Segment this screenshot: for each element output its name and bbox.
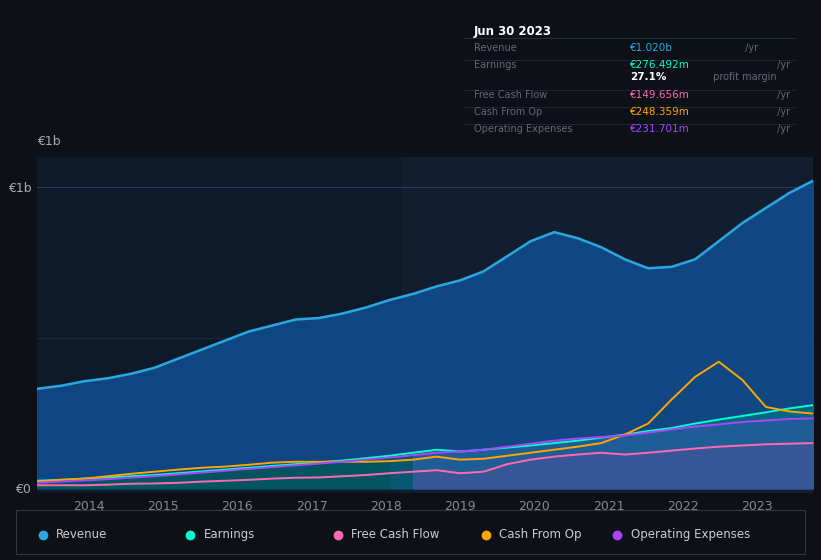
Text: €248.359m: €248.359m (631, 107, 690, 117)
Text: €1.020b: €1.020b (631, 43, 673, 53)
Text: €1b: €1b (37, 136, 61, 148)
Bar (37, 157, 401, 493)
Text: /yr: /yr (773, 59, 790, 69)
Bar (401, 157, 821, 493)
Text: 27.1%: 27.1% (631, 72, 667, 82)
Text: Earnings: Earnings (204, 528, 255, 542)
Text: €231.701m: €231.701m (631, 124, 690, 134)
Text: Free Cash Flow: Free Cash Flow (474, 90, 547, 100)
Text: €276.492m: €276.492m (631, 59, 690, 69)
Text: /yr: /yr (773, 90, 790, 100)
Text: /yr: /yr (773, 107, 790, 117)
Text: Revenue: Revenue (474, 43, 516, 53)
Text: Free Cash Flow: Free Cash Flow (351, 528, 440, 542)
Text: Earnings: Earnings (474, 59, 516, 69)
Text: /yr: /yr (742, 43, 758, 53)
Text: Operating Expenses: Operating Expenses (631, 528, 750, 542)
Text: profit margin: profit margin (710, 72, 777, 82)
Text: Operating Expenses: Operating Expenses (474, 124, 572, 134)
Text: /yr: /yr (773, 124, 790, 134)
Text: €149.656m: €149.656m (631, 90, 690, 100)
Text: Jun 30 2023: Jun 30 2023 (474, 25, 552, 38)
Text: Revenue: Revenue (56, 528, 108, 542)
Text: Cash From Op: Cash From Op (499, 528, 581, 542)
Text: Cash From Op: Cash From Op (474, 107, 542, 117)
